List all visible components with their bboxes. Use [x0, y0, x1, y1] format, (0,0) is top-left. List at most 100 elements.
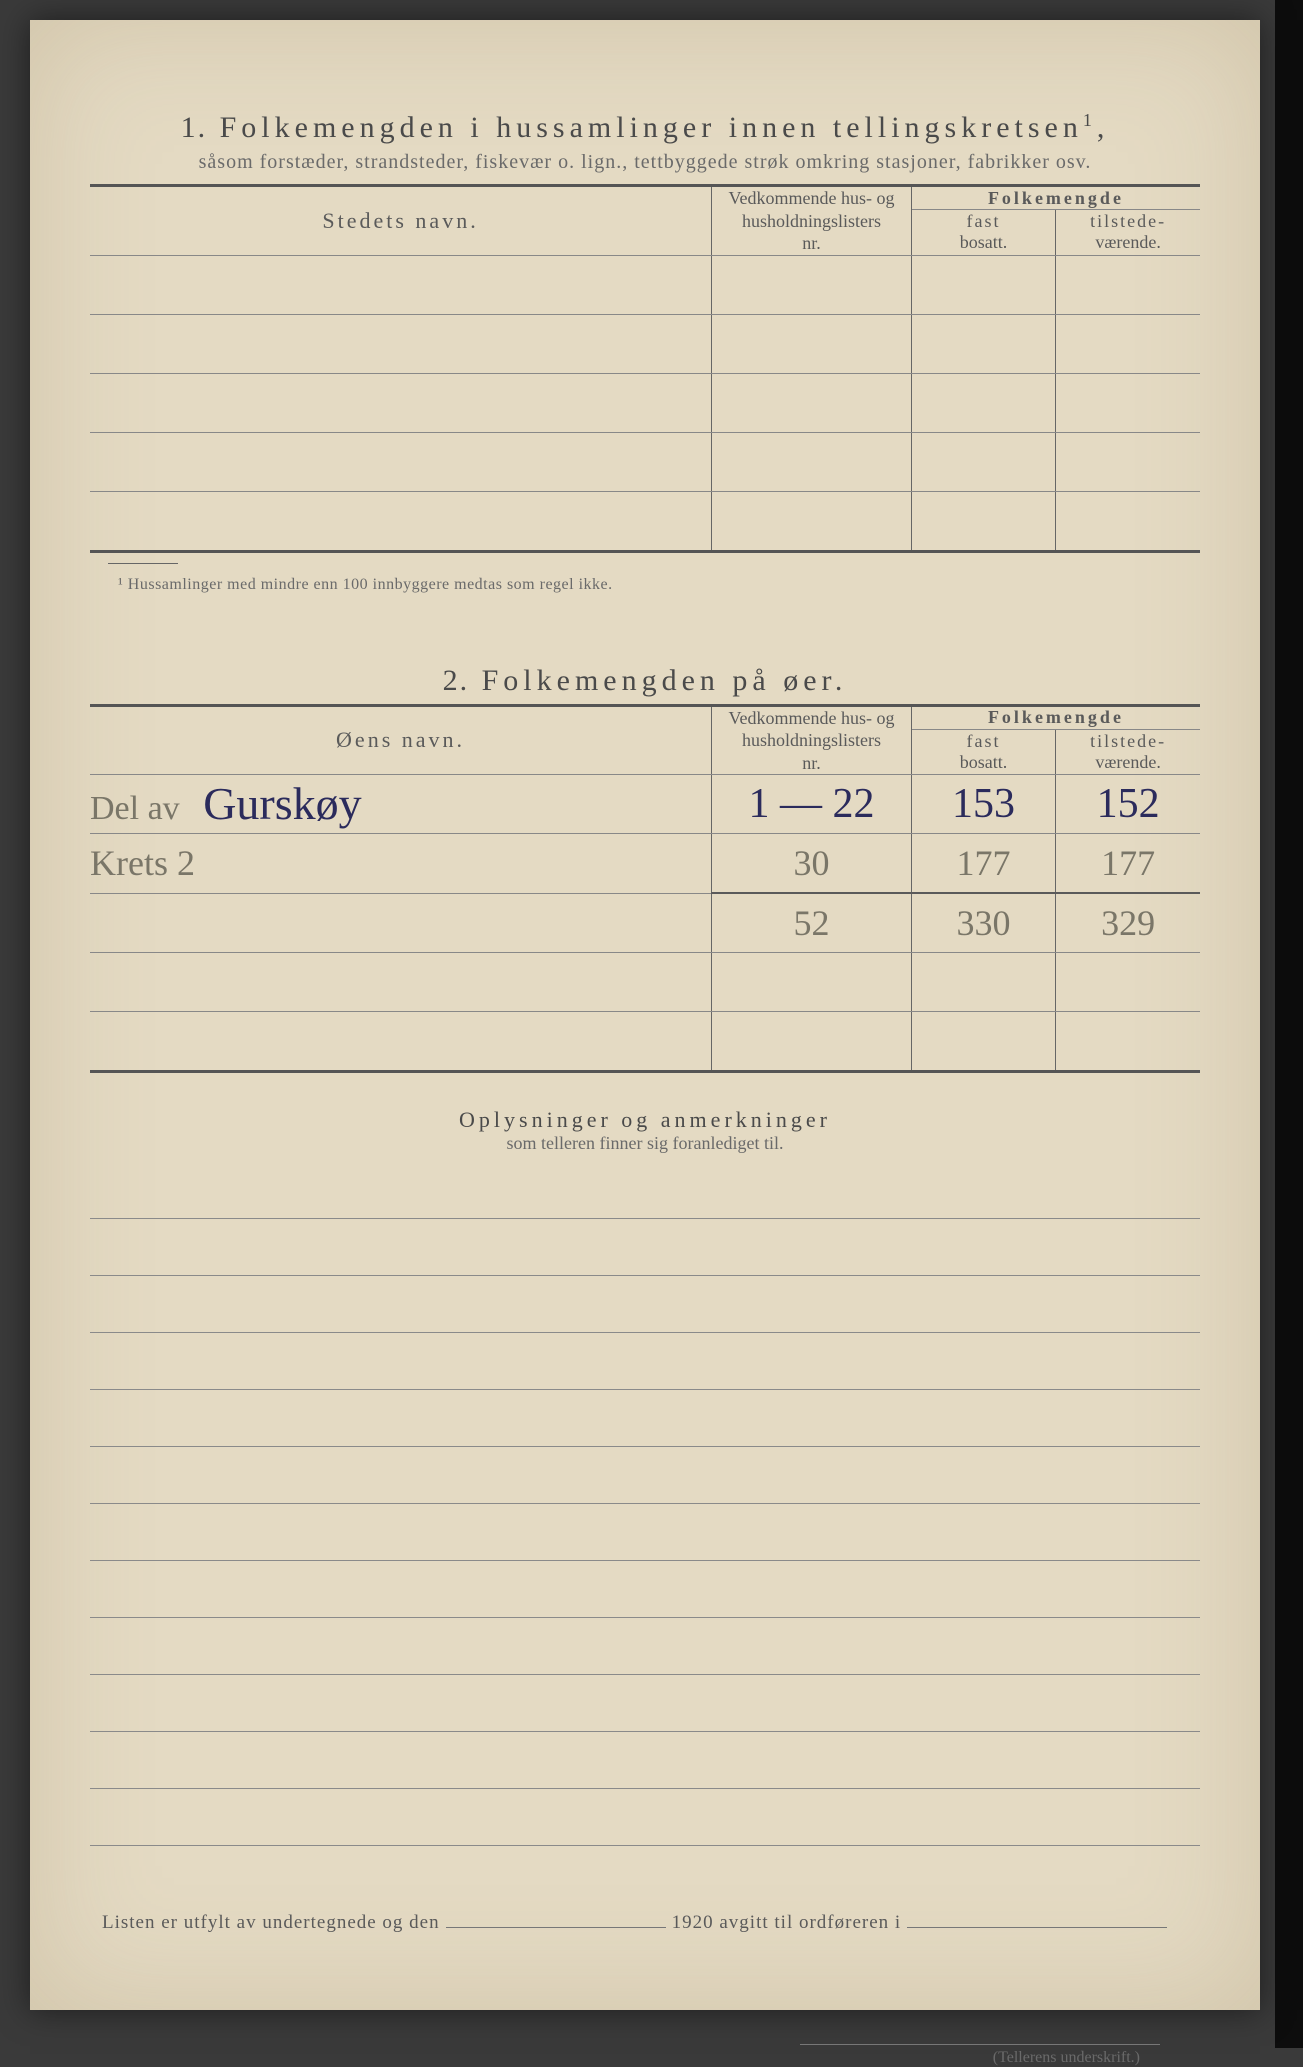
section1-table: Stedets navn. Vedkommende hus- og hushol… [90, 187, 1200, 553]
section2-col-name: Øens navn. [90, 707, 712, 775]
section1-number: 1. [181, 111, 208, 144]
ruled-line [90, 1561, 1200, 1618]
ruled-line [90, 1276, 1200, 1333]
oplysninger-subtitle: som telleren finner sig foranlediget til… [90, 1133, 1200, 1154]
table-row: Krets 2 30 177 177 [90, 834, 1200, 894]
table-cell [911, 314, 1055, 373]
table-cell [911, 491, 1055, 551]
footer-blank-ord [907, 1906, 1167, 1928]
footer-blank-date [446, 1906, 666, 1928]
section1-footnote-mark: 1 [1083, 110, 1097, 130]
cell-til [1056, 953, 1200, 1012]
table-cell [911, 432, 1055, 491]
table-row [90, 953, 1200, 1012]
section2-title-text: Folkemengden på øer. [482, 664, 848, 697]
name-text: Gurskøy [203, 778, 361, 829]
ruled-line [90, 1675, 1200, 1732]
table-cell [90, 314, 712, 373]
section2-col-til: tilstede- værende. [1056, 729, 1200, 774]
til-l2: værende. [1095, 232, 1160, 252]
cell-fast: 330 [911, 893, 1055, 953]
ruled-line [90, 1789, 1200, 1846]
ruled-line [90, 1333, 1200, 1390]
cell-nr [712, 953, 912, 1012]
til-l1: tilstede- [1090, 211, 1166, 231]
section1-subtitle: såsom forstæder, strandsteder, fiskevær … [90, 151, 1200, 174]
name-prefix: Del av [90, 790, 180, 827]
cell-fast: 177 [911, 834, 1055, 894]
col-nr-l2: husholdningslisters [742, 211, 881, 231]
fast-l2: bosatt. [960, 232, 1008, 252]
table-cell [911, 255, 1055, 314]
ruled-line [90, 1162, 1200, 1219]
cell-name: Del av Gurskøy [90, 775, 712, 834]
ruled-line [90, 1447, 1200, 1504]
section1-footnote: ¹ Hussamlinger med mindre enn 100 innbyg… [118, 576, 1200, 594]
document-page: 1. Folkemengden i hussamlinger innen tel… [30, 20, 1260, 2010]
section2-number: 2. [443, 664, 470, 697]
table-cell [712, 255, 912, 314]
til-l2: værende. [1095, 752, 1160, 772]
ruled-line [90, 1390, 1200, 1447]
section2-body: Del av Gurskøy 1 — 22 153 152 Krets 2 30… [90, 775, 1200, 1072]
cell-fast [911, 1012, 1055, 1072]
table-cell [1056, 373, 1200, 432]
cell-nr: 1 — 22 [712, 775, 912, 834]
cell-fast [911, 953, 1055, 1012]
signature-label: (Tellerens underskrift.) [90, 2049, 1140, 2067]
section1-col-fast: fast bosatt. [911, 210, 1055, 255]
col-nr-l3: nr. [802, 233, 821, 253]
col-nr-l3: nr. [802, 753, 821, 773]
cell-nr: 52 [712, 893, 912, 953]
section1-col-name: Stedets navn. [90, 187, 712, 255]
footnote-rule [108, 563, 178, 564]
section1-title: 1. Folkemengden i hussamlinger innen tel… [90, 110, 1200, 145]
table-cell [90, 491, 712, 551]
cell-name: Krets 2 [90, 834, 712, 894]
section2-title: 2. Folkemengden på øer. [90, 664, 1200, 698]
cell-name [90, 1012, 712, 1072]
col-nr-l2: husholdningslisters [742, 730, 881, 750]
table-row [90, 1012, 1200, 1072]
section2-col-nr: Vedkommende hus- og husholdningslisters … [712, 707, 912, 775]
ruled-line [90, 1219, 1200, 1276]
table-cell [1056, 255, 1200, 314]
ruled-line [90, 1618, 1200, 1675]
table-cell [712, 314, 912, 373]
table-cell [712, 373, 912, 432]
cell-til: 329 [1056, 893, 1200, 953]
table-cell [90, 432, 712, 491]
footer-text-b: 1920 avgitt til ordføreren i [672, 1912, 902, 1934]
section1-title-text: Folkemengden i hussamlinger innen tellin… [220, 111, 1083, 144]
section2-col-folkemengde: Folkemengde [911, 707, 1200, 730]
table-row: 52 330 329 [90, 893, 1200, 953]
scan-black-edge [1275, 0, 1303, 2048]
section1-col-nr: Vedkommende hus- og husholdningslisters … [712, 187, 912, 255]
cell-til [1056, 1012, 1200, 1072]
table-cell [90, 255, 712, 314]
cell-til: 152 [1056, 775, 1200, 834]
table-row: Del av Gurskøy 1 — 22 153 152 [90, 775, 1200, 834]
table-cell [1056, 491, 1200, 551]
table-cell [712, 432, 912, 491]
table-cell [90, 373, 712, 432]
cell-fast: 153 [911, 775, 1055, 834]
oplysninger-title: Oplysninger og anmerkninger [90, 1107, 1200, 1133]
section1-body [90, 255, 1200, 551]
col-nr-l1: Vedkommende hus- og [729, 188, 895, 208]
cell-name [90, 893, 712, 953]
ruled-line [90, 1504, 1200, 1561]
oplysninger-lines [90, 1162, 1200, 1846]
table-cell [911, 373, 1055, 432]
fast-l2: bosatt. [960, 752, 1008, 772]
section2-table: Øens navn. Vedkommende hus- og husholdni… [90, 707, 1200, 1074]
table-cell [1056, 314, 1200, 373]
cell-til: 177 [1056, 834, 1200, 894]
cell-name [90, 953, 712, 1012]
footer-text-a: Listen er utfylt av undertegnede og den [102, 1912, 440, 1934]
footer-line: Listen er utfylt av undertegnede og den … [90, 1906, 1200, 1934]
section1-col-folkemengde: Folkemengde [911, 187, 1200, 210]
ruled-line [90, 1732, 1200, 1789]
cell-nr [712, 1012, 912, 1072]
til-l1: tilstede- [1090, 731, 1166, 751]
